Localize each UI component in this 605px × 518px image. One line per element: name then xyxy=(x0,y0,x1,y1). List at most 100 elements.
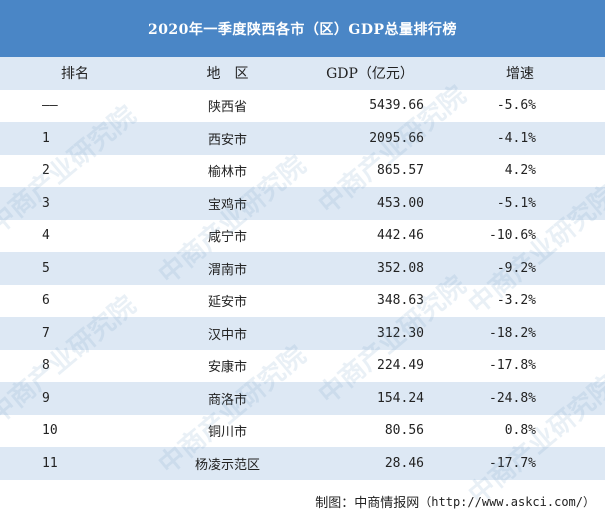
rank-value: 4 xyxy=(42,228,50,244)
growth-cell: -4.1% xyxy=(435,122,605,155)
table-row: 3 宝鸡市 453.00 -5.1% xyxy=(0,187,605,220)
growth-value: -4.1% xyxy=(496,130,536,146)
growth-value: 4.2% xyxy=(504,163,536,179)
table-row: 11 杨凌示范区 28.46 -17.7% xyxy=(0,447,605,480)
gdp-cell: 28.46 xyxy=(305,447,435,480)
rank-cell: 10 xyxy=(0,414,150,447)
rank-value: 7 xyxy=(42,325,50,341)
gdp-cell: 453.00 xyxy=(305,187,435,220)
region-cell: 安康市 xyxy=(150,349,305,382)
gdp-value: 2095.66 xyxy=(369,130,424,146)
growth-value: -10.6% xyxy=(489,228,536,244)
region-cell: 商洛市 xyxy=(150,382,305,415)
rank-cell: 2 xyxy=(0,154,150,187)
gdp-value: 442.46 xyxy=(377,228,424,244)
rank-cell: 11 xyxy=(0,447,150,480)
region-cell: 咸宁市 xyxy=(150,219,305,252)
region-cell: 陕西省 xyxy=(150,89,305,122)
growth-value: -5.6% xyxy=(496,98,536,114)
gdp-ranking-table: 排名 地 区 GDP（亿元） 增速 —— 陕西省 5439.66 -5.6% 1 西安市 2… xyxy=(0,57,605,480)
page-title: 2020年一季度陕西各市（区）GDP总量排行榜 xyxy=(147,21,458,38)
growth-cell: 0.8% xyxy=(435,414,605,447)
gdp-value: 453.00 xyxy=(377,195,424,211)
region-cell: 杨凌示范区 xyxy=(150,447,305,480)
growth-cell: -18.2% xyxy=(435,317,605,350)
table-body: —— 陕西省 5439.66 -5.6% 1 西安市 2095.66 -4.1% 2 榆林市 865… xyxy=(0,89,605,480)
gdp-cell: 154.24 xyxy=(305,382,435,415)
region-cell: 渭南市 xyxy=(150,252,305,285)
rank-value: 3 xyxy=(42,195,50,211)
rank-cell: 3 xyxy=(0,187,150,220)
header-region: 地 区 xyxy=(150,57,305,90)
region-cell: 西安市 xyxy=(150,122,305,155)
rank-value: 2 xyxy=(42,163,50,179)
growth-cell: -17.8% xyxy=(435,349,605,382)
header-growth: 增速 xyxy=(435,57,605,90)
gdp-cell: 224.49 xyxy=(305,349,435,382)
gdp-cell: 865.57 xyxy=(305,154,435,187)
rank-cell: 4 xyxy=(0,219,150,252)
header-rank: 排名 xyxy=(0,57,150,90)
growth-value: -24.8% xyxy=(489,390,536,406)
growth-value: -17.8% xyxy=(489,358,536,374)
table-header-row: 排名 地 区 GDP（亿元） 增速 xyxy=(0,57,605,90)
gdp-cell: 2095.66 xyxy=(305,122,435,155)
gdp-cell: 352.08 xyxy=(305,252,435,285)
rank-value: —— xyxy=(42,98,58,114)
rank-cell: —— xyxy=(0,89,150,122)
gdp-cell: 5439.66 xyxy=(305,89,435,122)
title-bar: 2020年一季度陕西各市（区）GDP总量排行榜 xyxy=(0,0,605,57)
rank-value: 11 xyxy=(42,455,58,471)
gdp-value: 80.56 xyxy=(384,423,424,439)
gdp-value: 348.63 xyxy=(377,293,424,309)
rank-value: 5 xyxy=(42,260,50,276)
source-footer: 制图：中商情报网 （http://www.askci.com/） xyxy=(315,488,595,514)
rank-value: 6 xyxy=(42,293,50,309)
table-row: 6 延安市 348.63 -3.2% xyxy=(0,284,605,317)
growth-cell: -17.7% xyxy=(435,447,605,480)
gdp-value: 352.08 xyxy=(377,260,424,276)
rank-cell: 5 xyxy=(0,252,150,285)
gdp-cell: 442.46 xyxy=(305,219,435,252)
growth-cell: -3.2% xyxy=(435,284,605,317)
table-row: 1 西安市 2095.66 -4.1% xyxy=(0,122,605,155)
rank-cell: 6 xyxy=(0,284,150,317)
table-row: 10 铜川市 80.56 0.8% xyxy=(0,414,605,447)
table-row: 2 榆林市 865.57 4.2% xyxy=(0,154,605,187)
table-row: 9 商洛市 154.24 -24.8% xyxy=(0,382,605,415)
growth-value: 0.8% xyxy=(504,423,536,439)
gdp-value: 5439.66 xyxy=(369,98,424,114)
growth-value: -17.7% xyxy=(489,455,536,471)
gdp-value: 28.46 xyxy=(384,455,424,471)
region-cell: 榆林市 xyxy=(150,154,305,187)
growth-value: -9.2% xyxy=(496,260,536,276)
gdp-value: 224.49 xyxy=(377,358,424,374)
growth-cell: -24.8% xyxy=(435,382,605,415)
growth-value: -3.2% xyxy=(496,293,536,309)
growth-cell: -5.1% xyxy=(435,187,605,220)
growth-cell: 4.2% xyxy=(435,154,605,187)
gdp-value: 865.57 xyxy=(377,163,424,179)
region-cell: 延安市 xyxy=(150,284,305,317)
rank-value: 8 xyxy=(42,358,50,374)
footer-label: 制图：中商情报网 xyxy=(315,495,420,511)
rank-value: 1 xyxy=(42,130,50,146)
footer-url: （http://www.askci.com/） xyxy=(419,494,595,509)
gdp-cell: 80.56 xyxy=(305,414,435,447)
growth-value: -5.1% xyxy=(496,195,536,211)
growth-cell: -5.6% xyxy=(435,89,605,122)
table-row: 5 渭南市 352.08 -9.2% xyxy=(0,252,605,285)
region-cell: 铜川市 xyxy=(150,414,305,447)
growth-value: -18.2% xyxy=(489,325,536,341)
header-gdp: GDP（亿元） xyxy=(305,57,435,90)
gdp-value: 312.30 xyxy=(377,325,424,341)
table-row: 4 咸宁市 442.46 -10.6% xyxy=(0,219,605,252)
rank-value: 9 xyxy=(42,390,50,406)
growth-cell: -9.2% xyxy=(435,252,605,285)
gdp-cell: 312.30 xyxy=(305,317,435,350)
gdp-value: 154.24 xyxy=(377,390,424,406)
region-cell: 汉中市 xyxy=(150,317,305,350)
rank-cell: 7 xyxy=(0,317,150,350)
rank-cell: 8 xyxy=(0,349,150,382)
growth-cell: -10.6% xyxy=(435,219,605,252)
